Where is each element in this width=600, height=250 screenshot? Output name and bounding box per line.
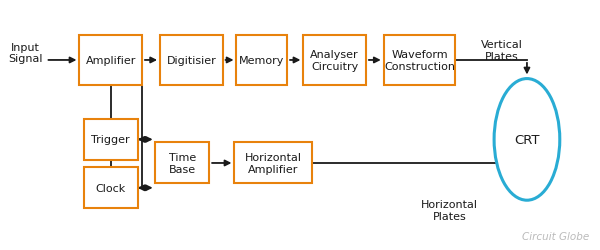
FancyBboxPatch shape <box>84 168 137 208</box>
Text: Trigger: Trigger <box>91 135 130 145</box>
Text: Clock: Clock <box>95 183 126 193</box>
Text: Horizontal
Amplifier: Horizontal Amplifier <box>245 152 302 174</box>
Ellipse shape <box>494 79 560 200</box>
Text: Time
Base: Time Base <box>169 152 196 174</box>
Text: Digitisier: Digitisier <box>166 56 216 66</box>
FancyBboxPatch shape <box>160 36 223 86</box>
FancyBboxPatch shape <box>236 36 287 86</box>
FancyBboxPatch shape <box>155 143 209 184</box>
Text: Horizontal
Plates: Horizontal Plates <box>421 200 478 221</box>
FancyBboxPatch shape <box>79 36 142 86</box>
FancyBboxPatch shape <box>84 120 137 160</box>
Text: Waveform
Construction: Waveform Construction <box>384 50 455 72</box>
Text: Memory: Memory <box>239 56 284 66</box>
Text: Circuit Globe: Circuit Globe <box>523 231 590 241</box>
FancyBboxPatch shape <box>235 143 312 184</box>
FancyBboxPatch shape <box>303 36 366 86</box>
Text: Input
Signal: Input Signal <box>8 42 43 64</box>
Text: Vertical
Plates: Vertical Plates <box>481 40 523 62</box>
Text: CRT: CRT <box>514 133 539 146</box>
Text: Amplifier: Amplifier <box>85 56 136 66</box>
Text: Analyser
Circuitry: Analyser Circuitry <box>310 50 359 72</box>
FancyBboxPatch shape <box>383 36 455 86</box>
